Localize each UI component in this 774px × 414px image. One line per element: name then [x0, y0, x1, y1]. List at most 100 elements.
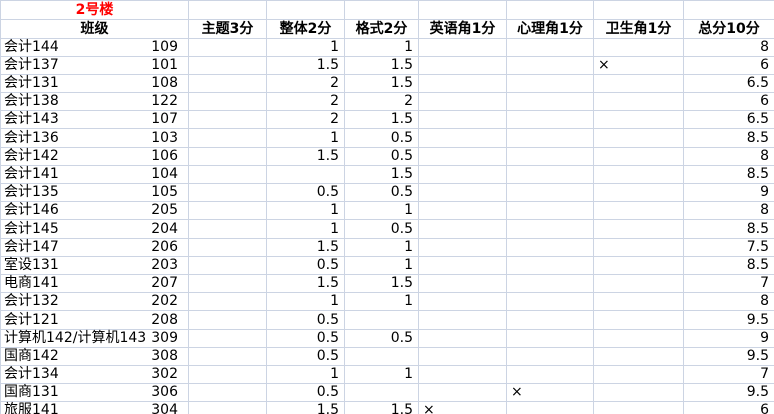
cell-hygiene[interactable] — [594, 129, 684, 148]
cell-format[interactable]: 1.5 — [345, 165, 419, 184]
cell-english[interactable] — [419, 365, 507, 385]
cell-format[interactable]: 0.5 — [345, 220, 419, 239]
cell-total[interactable]: 7 — [684, 366, 774, 385]
empty-cell[interactable] — [507, 1, 594, 20]
column-header-class[interactable]: 班级 — [1, 20, 189, 39]
cell-hygiene[interactable] — [594, 274, 684, 294]
cell-theme[interactable] — [189, 402, 267, 414]
cell-overall[interactable] — [267, 165, 345, 184]
cell-psych[interactable] — [507, 220, 594, 239]
cell-total[interactable]: 7 — [684, 275, 774, 294]
cell-overall[interactable]: 1 — [267, 129, 345, 148]
cell-hygiene[interactable] — [594, 347, 684, 366]
cell-class-room[interactable]: 会计121 208 — [1, 311, 189, 330]
cell-total[interactable]: 8 — [684, 202, 774, 221]
cell-format[interactable]: 2 — [345, 93, 419, 112]
cell-english[interactable] — [419, 147, 507, 166]
cell-hygiene[interactable] — [594, 184, 684, 203]
cell-psych[interactable] — [507, 38, 594, 57]
cell-class-room[interactable]: 会计142 106 — [1, 147, 189, 166]
cell-psych[interactable] — [507, 256, 594, 275]
cell-total[interactable]: 6 — [684, 93, 774, 112]
cell-overall[interactable]: 0.5 — [267, 347, 345, 366]
cell-overall[interactable]: 1.5 — [267, 238, 345, 257]
cell-psych[interactable] — [507, 147, 594, 166]
cell-psych[interactable] — [507, 202, 594, 221]
cell-english[interactable] — [419, 129, 507, 148]
cell-english[interactable] — [419, 202, 507, 221]
cell-total[interactable]: 8.5 — [684, 129, 774, 148]
column-header-psych[interactable]: 心理角1分 — [507, 20, 594, 39]
cell-hygiene[interactable] — [594, 329, 684, 348]
cell-psych[interactable] — [507, 56, 594, 75]
cell-total[interactable]: 6.5 — [684, 111, 774, 130]
cell-psych[interactable] — [507, 165, 594, 184]
cell-psych[interactable] — [507, 74, 594, 94]
cell-class-room[interactable]: 会计143 107 — [1, 111, 189, 130]
cell-overall[interactable]: 0.5 — [267, 329, 345, 348]
cell-format[interactable]: 1 — [345, 38, 419, 57]
empty-cell[interactable] — [189, 1, 267, 20]
cell-english[interactable] — [419, 311, 507, 330]
cell-total[interactable]: 9.5 — [684, 384, 774, 403]
cell-format[interactable]: 0.5 — [345, 129, 419, 148]
cell-theme[interactable] — [189, 147, 267, 166]
cell-class-room[interactable]: 会计144 109 — [1, 38, 189, 57]
cell-overall[interactable]: 1 — [267, 38, 345, 57]
cell-english[interactable] — [419, 56, 507, 75]
cell-psych[interactable] — [507, 402, 594, 414]
cell-total[interactable]: 9.5 — [684, 348, 774, 366]
cell-english[interactable] — [419, 38, 507, 57]
cell-hygiene[interactable] — [594, 238, 684, 257]
cell-overall[interactable]: 1.5 — [267, 274, 345, 294]
cell-class-room[interactable]: 计算机142/计算机143 309 — [1, 329, 189, 348]
cell-theme[interactable] — [189, 56, 267, 75]
cell-theme[interactable] — [189, 202, 267, 221]
cell-theme[interactable] — [189, 238, 267, 257]
cell-total[interactable]: 8.5 — [684, 257, 774, 275]
cell-psych[interactable] — [507, 129, 594, 148]
cell-class-room[interactable]: 室设131 203 — [1, 256, 189, 275]
column-header-hygiene[interactable]: 卫生角1分 — [594, 20, 684, 39]
empty-cell[interactable] — [419, 1, 507, 20]
cell-class-room[interactable]: 国商142 308 — [1, 347, 189, 366]
cell-psych[interactable] — [507, 93, 594, 112]
empty-cell[interactable] — [345, 1, 419, 20]
building-cell[interactable]: 2号楼 — [1, 1, 189, 20]
column-header-total[interactable]: 总分10分 — [684, 20, 774, 39]
cell-theme[interactable] — [189, 93, 267, 112]
cell-psych[interactable]: × — [507, 384, 594, 403]
cell-overall[interactable]: 0.5 — [267, 184, 345, 203]
cell-theme[interactable] — [189, 329, 267, 348]
column-header-format[interactable]: 格式2分 — [345, 20, 419, 39]
cell-psych[interactable] — [507, 184, 594, 203]
cell-theme[interactable] — [189, 220, 267, 239]
cell-theme[interactable] — [189, 184, 267, 203]
cell-overall[interactable]: 0.5 — [267, 384, 345, 403]
cell-english[interactable] — [419, 165, 507, 184]
cell-psych[interactable] — [507, 365, 594, 385]
cell-class-room[interactable]: 会计145 204 — [1, 220, 189, 239]
cell-class-room[interactable]: 会计136 103 — [1, 129, 189, 148]
cell-theme[interactable] — [189, 347, 267, 366]
cell-theme[interactable] — [189, 365, 267, 385]
cell-class-room[interactable]: 会计146 205 — [1, 202, 189, 221]
cell-hygiene[interactable] — [594, 365, 684, 385]
cell-english[interactable] — [419, 111, 507, 130]
cell-theme[interactable] — [189, 74, 267, 94]
cell-total[interactable]: 8 — [684, 293, 774, 312]
cell-english[interactable] — [419, 329, 507, 348]
cell-hygiene[interactable] — [594, 74, 684, 94]
cell-format[interactable]: 1 — [345, 365, 419, 385]
cell-format[interactable]: 1 — [345, 293, 419, 312]
cell-overall[interactable]: 0.5 — [267, 256, 345, 275]
cell-theme[interactable] — [189, 165, 267, 184]
cell-english[interactable] — [419, 238, 507, 257]
cell-hygiene[interactable]: × — [594, 56, 684, 75]
empty-cell[interactable] — [684, 1, 774, 20]
empty-cell[interactable] — [594, 1, 684, 20]
cell-english[interactable] — [419, 384, 507, 403]
column-header-english[interactable]: 英语角1分 — [419, 20, 507, 39]
cell-class-room[interactable]: 会计132 202 — [1, 293, 189, 312]
cell-hygiene[interactable] — [594, 202, 684, 221]
